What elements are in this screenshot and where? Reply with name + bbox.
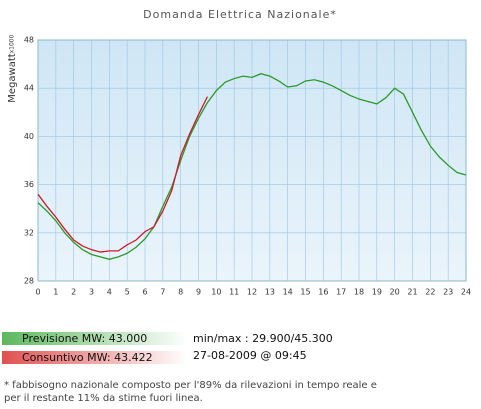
min-max: min/max : 29.900/45.300 [193,332,333,345]
series-line [37,73,467,260]
x-tick-label: 19 [372,288,382,297]
x-tick-label: 11 [229,288,239,297]
y-tick-label: 36 [24,180,34,189]
x-tick-label: 2 [71,288,76,297]
x-tick-label: 22 [425,288,435,297]
x-tick-label: 3 [89,288,94,297]
x-tick-label: 7 [160,288,165,297]
x-tick-label: 20 [390,288,400,297]
x-tick-label: 0 [35,288,40,297]
footnote: * fabbisogno nazionale composto per l'89… [4,380,377,391]
y-tick-label: 32 [24,228,34,237]
chart-title: Domanda Elettrica Nazionale* [143,8,337,21]
x-tick-label: 5 [125,288,130,297]
x-tick-label: 12 [247,288,257,297]
x-tick-label: 15 [300,288,310,297]
footnote: per il restante 11% da stime fuori linea… [4,393,203,404]
series-line [37,96,208,253]
x-tick-label: 14 [283,288,293,297]
legend-entry: Previsione MW: 43.000 [22,332,147,345]
x-tick-label: 18 [354,288,364,297]
y-axis-unit: x1000 [9,34,16,53]
x-tick-label: 21 [407,288,417,297]
timestamp: 27-08-2009 @ 09:45 [193,349,307,362]
y-tick-label: 40 [24,132,34,141]
x-tick-label: 8 [178,288,183,297]
y-tick-label: 28 [24,277,34,286]
x-tick-label: 10 [211,288,221,297]
x-tick-label: 4 [107,288,112,297]
x-tick-label: 13 [265,288,275,297]
legend-entry: Consuntivo MW: 43.422 [22,351,153,364]
x-tick-label: 23 [443,288,453,297]
y-tick-label: 44 [24,84,34,93]
y-axis-label: Megawatt [7,53,18,102]
x-tick-label: 6 [142,288,147,297]
x-tick-label: 1 [53,288,58,297]
legend-swatch [2,351,187,364]
x-tick-label: 16 [318,288,328,297]
legend-swatch [2,332,187,345]
x-tick-label: 24 [461,288,471,297]
y-tick-label: 48 [24,36,34,45]
x-tick-label: 17 [336,288,346,297]
x-tick-label: 9 [196,288,201,297]
